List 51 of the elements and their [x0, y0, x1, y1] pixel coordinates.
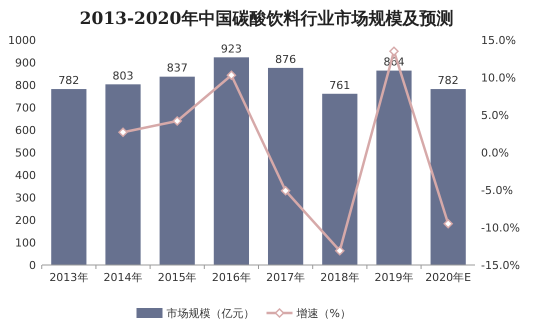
bar — [430, 89, 466, 265]
y2-tick-label: -5.0% — [481, 184, 513, 197]
chart-title: 2013-2020年中国碳酸饮料行业市场规模及预测 — [80, 9, 454, 29]
bar — [376, 70, 412, 265]
x-tick-label: 2019年 — [374, 271, 414, 284]
x-tick-label: 2016年 — [212, 271, 251, 284]
y-tick-label: 900 — [15, 56, 36, 70]
y-tick-label: 800 — [15, 79, 36, 92]
bar — [322, 94, 358, 265]
x-tick-label: 2017年 — [266, 271, 306, 284]
point — [335, 246, 345, 256]
bar — [105, 84, 141, 265]
y-tick-label: 500 — [15, 146, 36, 160]
y-tick-label: 300 — [15, 192, 36, 204]
data-label: 782 — [438, 74, 459, 88]
point — [443, 219, 453, 228]
bar — [51, 89, 86, 265]
data-label: 761 — [329, 78, 350, 92]
data-label: 837 — [166, 62, 188, 75]
y-tick-label: 400 — [15, 169, 36, 182]
data-label: 803 — [112, 69, 134, 82]
y2-tick-label: 15.0% — [481, 34, 516, 47]
point — [389, 46, 399, 56]
y-tick-label: 100 — [15, 236, 36, 250]
x-tick-label: 2018年 — [320, 271, 360, 284]
bar — [160, 76, 195, 265]
bar — [268, 68, 304, 265]
point — [226, 70, 236, 80]
y2-tick-label: 0.0% — [481, 146, 509, 160]
data-label: 876 — [275, 52, 296, 66]
y-tick-label: 200 — [15, 214, 36, 227]
x-tick-label: 2020年E — [425, 271, 472, 284]
bar — [214, 57, 250, 265]
point — [280, 186, 290, 196]
y-tick-label: 700 — [15, 102, 36, 114]
x-tick-label: 2014年 — [104, 271, 143, 284]
y-tick-label: 1000 — [8, 34, 36, 47]
y2-tick-label: -15.0% — [481, 259, 520, 272]
point — [118, 128, 128, 137]
x-tick-label: 2015年 — [158, 271, 197, 284]
data-label: 782 — [58, 74, 80, 88]
point — [172, 116, 182, 126]
x-tick-label: 2013年 — [49, 271, 88, 284]
data-label: 923 — [220, 42, 242, 56]
legend-label: 增速（%） — [296, 307, 351, 320]
y-tick-label: 0 — [29, 259, 36, 272]
y2-tick-label: -10.0% — [481, 222, 520, 234]
y2-tick-label: 10.0% — [481, 72, 516, 84]
y-tick-label: 600 — [15, 124, 36, 137]
legend-label: 市场规模（亿元） — [166, 307, 254, 320]
y2-tick-label: 5.0% — [481, 109, 509, 122]
